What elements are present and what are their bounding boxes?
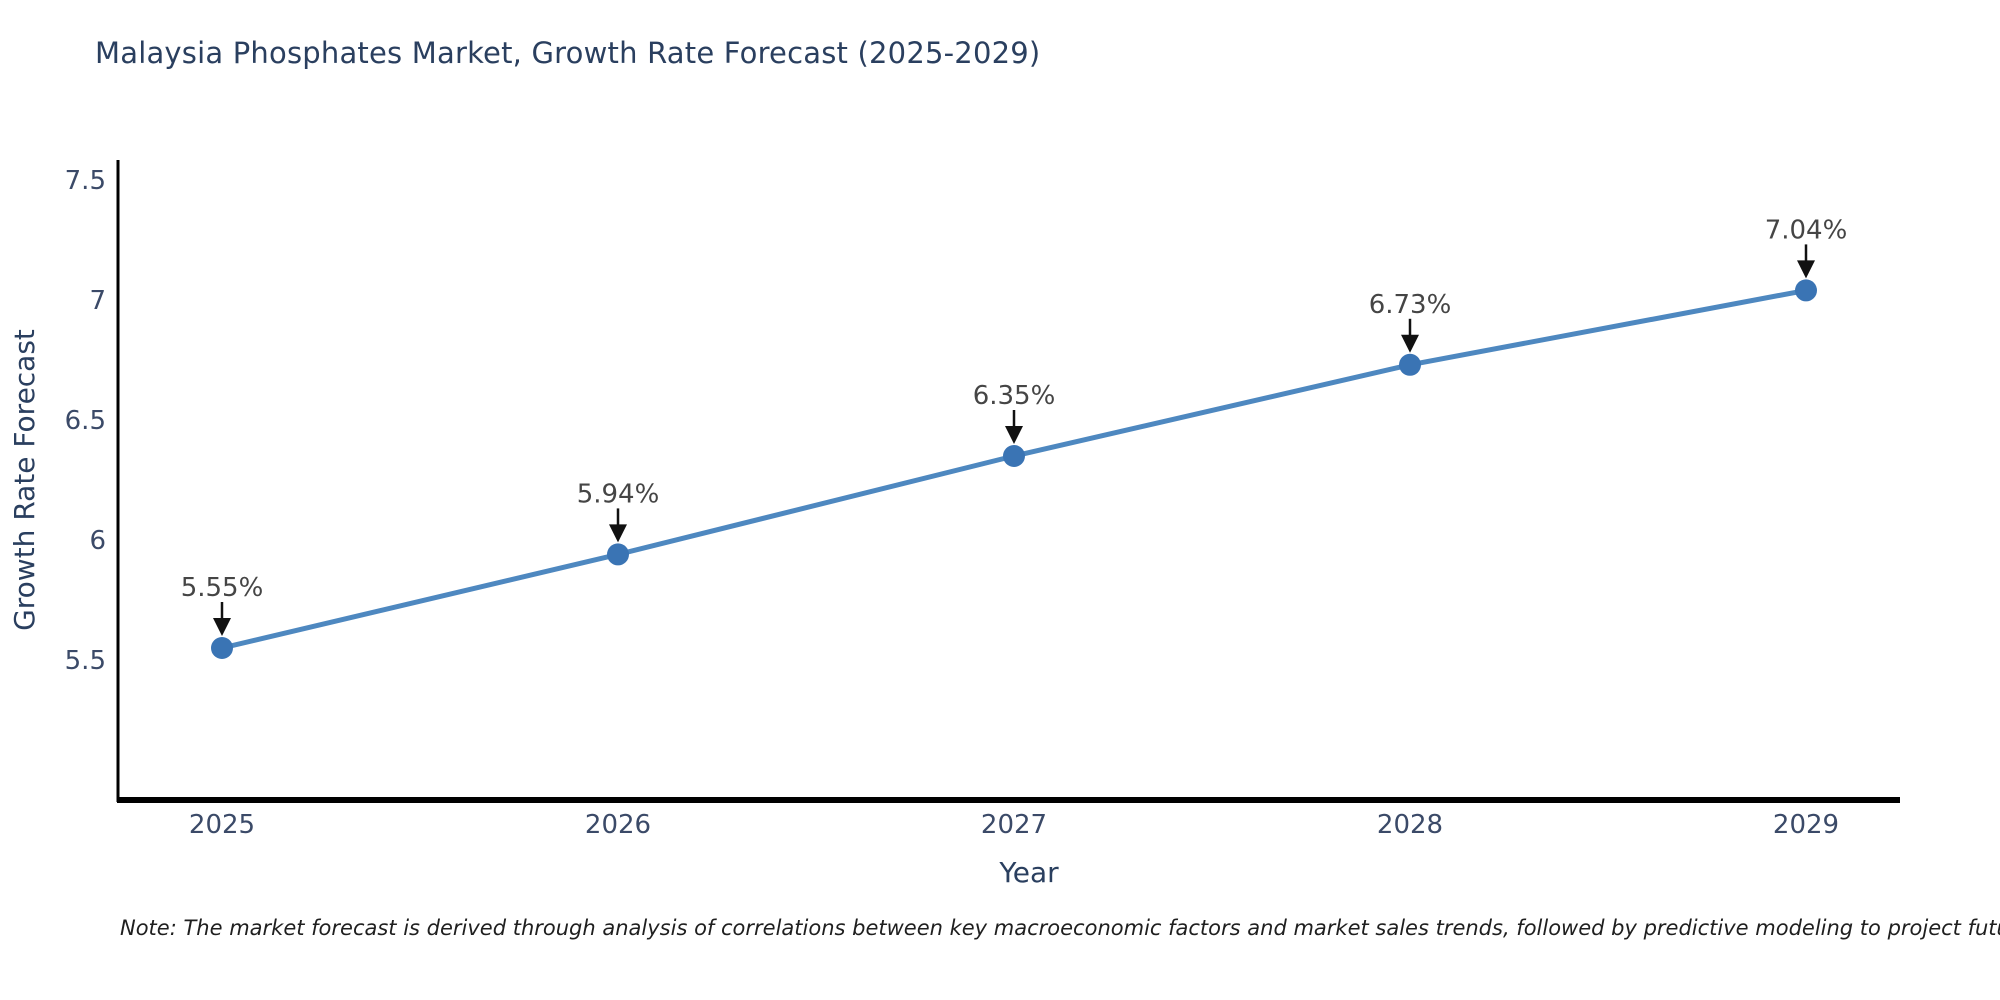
data-point-marker <box>1795 279 1817 302</box>
chart-title: Malaysia Phosphates Market, Growth Rate … <box>95 36 1041 70</box>
annotation-arrowhead <box>213 618 231 636</box>
annotation-arrowhead <box>1401 334 1419 353</box>
x-tick-label: 2029 <box>1773 810 1839 840</box>
data-point-marker <box>1003 445 1025 467</box>
chart-footnote: Note: The market forecast is derived thr… <box>120 916 2000 940</box>
annotation-arrowhead <box>1797 260 1815 279</box>
annotation-label: 6.73% <box>1369 290 1452 320</box>
data-point-marker <box>1399 353 1421 376</box>
annotation-label: 5.55% <box>181 573 264 603</box>
trend-line <box>219 287 1809 651</box>
data-point-marker <box>211 637 233 659</box>
annotation-label: 5.94% <box>577 479 660 509</box>
data-point-marker <box>607 543 629 566</box>
annotation-arrowhead <box>1005 426 1023 444</box>
y-axis-title: Growth Rate Forecast <box>8 329 41 631</box>
y-tick-label: 6 <box>89 526 106 556</box>
x-tick-label: 2025 <box>189 810 255 840</box>
y-tick-label: 6.5 <box>65 406 106 436</box>
y-tick-label: 7.5 <box>65 166 106 196</box>
annotation-label: 6.35% <box>973 381 1056 411</box>
x-tick-label: 2027 <box>981 810 1047 840</box>
y-tick-label: 7 <box>89 286 106 316</box>
annotation-label: 7.04% <box>1765 215 1848 245</box>
x-tick-label: 2028 <box>1377 810 1443 840</box>
x-tick-label: 2026 <box>585 810 651 840</box>
y-tick-label: 5.5 <box>65 646 106 676</box>
x-axis-title: Year <box>998 856 1059 889</box>
annotation-arrowhead <box>609 524 627 543</box>
